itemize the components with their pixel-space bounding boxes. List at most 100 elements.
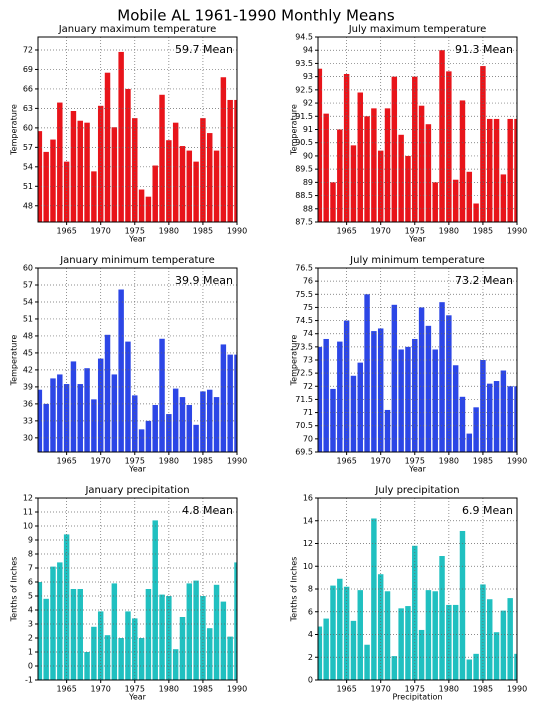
bar	[391, 656, 398, 680]
bar	[514, 118, 517, 222]
y-tick-label: 48	[23, 201, 33, 210]
y-tick-label: 72	[23, 45, 33, 54]
bar	[323, 338, 329, 452]
y-tick-label: 57	[23, 143, 33, 152]
x-tick-label: 1975	[405, 227, 425, 236]
bar	[350, 375, 357, 452]
bar	[343, 320, 350, 452]
y-tick-label: 12	[303, 539, 313, 548]
y-tick-label: 6	[308, 607, 313, 616]
bar	[145, 589, 152, 680]
bars	[318, 518, 517, 680]
y-tick-label: 70	[303, 434, 313, 443]
panel: January minimum temperature 30 33 36 39 42 45 4…	[10, 255, 248, 474]
bar	[57, 562, 63, 680]
plot-frame	[317, 267, 518, 453]
bar	[405, 606, 411, 680]
bar	[323, 113, 329, 222]
y-tick-label: 70.5	[295, 421, 313, 430]
y-axis-label: Tenths of Inches	[10, 557, 19, 623]
y-tick-label: 45	[23, 348, 33, 357]
y-tick-label: 71	[303, 408, 313, 417]
bar	[104, 635, 111, 680]
bar	[227, 636, 233, 680]
bars	[38, 51, 237, 222]
x-axis-label: Year	[408, 465, 427, 474]
bar	[507, 598, 513, 680]
y-tick-label: 75	[303, 303, 313, 312]
bar	[459, 100, 466, 222]
x-tick-label: 1965	[336, 685, 356, 694]
y-axis-label: Temperature	[290, 104, 299, 156]
bar	[318, 346, 323, 452]
y-tick-label: 93.5	[295, 59, 313, 68]
plot-frame	[37, 36, 238, 223]
bar	[418, 105, 425, 222]
bar	[500, 610, 507, 680]
bar	[234, 354, 237, 452]
y-tick-label: 93	[303, 72, 313, 81]
bar	[57, 374, 63, 452]
bar	[371, 108, 377, 222]
bar	[91, 626, 97, 680]
y-tick-label: 73	[303, 356, 313, 365]
bar	[364, 294, 370, 452]
bar	[514, 386, 517, 452]
annotation: 91.3 Mean	[455, 43, 513, 56]
bars	[318, 50, 517, 222]
bar	[179, 617, 186, 680]
panel-title: January precipitation	[84, 485, 189, 496]
bar	[439, 302, 445, 452]
panel: July precipitation 0 2 4 6 8 10 12 14 16 1965 1970 1…	[290, 485, 528, 702]
bar	[50, 378, 56, 452]
x-tick-label: 1985	[473, 685, 493, 694]
bar	[63, 534, 70, 680]
bar	[91, 171, 97, 222]
y-tick-label: 14	[303, 516, 313, 525]
x-tick-label: 1975	[125, 227, 145, 236]
bars	[38, 289, 237, 452]
y-tick-label: 91.5	[295, 112, 313, 121]
bar	[357, 92, 363, 222]
bar	[166, 596, 172, 680]
bar	[207, 628, 213, 680]
bar	[432, 182, 438, 222]
plot-frame	[37, 267, 238, 453]
bar	[500, 370, 507, 452]
y-tick-label: 60	[23, 123, 33, 132]
y-tick-label: 69.5	[295, 448, 313, 457]
bar	[132, 618, 138, 680]
bar	[179, 146, 186, 222]
bar	[507, 386, 513, 452]
panel-title: July minimum temperature	[349, 255, 485, 266]
bar	[398, 608, 404, 680]
bar	[43, 151, 49, 222]
bar	[350, 620, 357, 680]
bar	[337, 578, 343, 680]
x-axis-label: Year	[128, 465, 147, 474]
bar	[111, 583, 118, 680]
bar	[412, 76, 418, 222]
bar	[132, 395, 138, 452]
bar	[84, 368, 90, 452]
bar	[118, 638, 124, 680]
bar	[357, 362, 363, 452]
x-tick-label: 1985	[473, 457, 493, 466]
bar	[459, 530, 466, 680]
y-tick-label: 76.5	[295, 264, 313, 273]
x-tick-label: 1980	[159, 685, 179, 694]
bar	[493, 118, 500, 222]
bar	[418, 629, 425, 680]
y-tick-label: 4	[28, 606, 33, 615]
bar	[473, 653, 479, 680]
y-tick-label: 92.5	[295, 85, 313, 94]
bar	[193, 580, 199, 680]
bar	[318, 626, 323, 680]
bar	[138, 638, 145, 680]
panel: July minimum temperature 69.5 70 70.5 71 71.5…	[290, 255, 528, 474]
bar	[111, 374, 118, 452]
y-tick-label: 30	[23, 433, 33, 442]
panel-title: July maximum temperature	[348, 24, 487, 35]
y-tick-label: 39	[23, 382, 33, 391]
bar	[152, 520, 158, 680]
